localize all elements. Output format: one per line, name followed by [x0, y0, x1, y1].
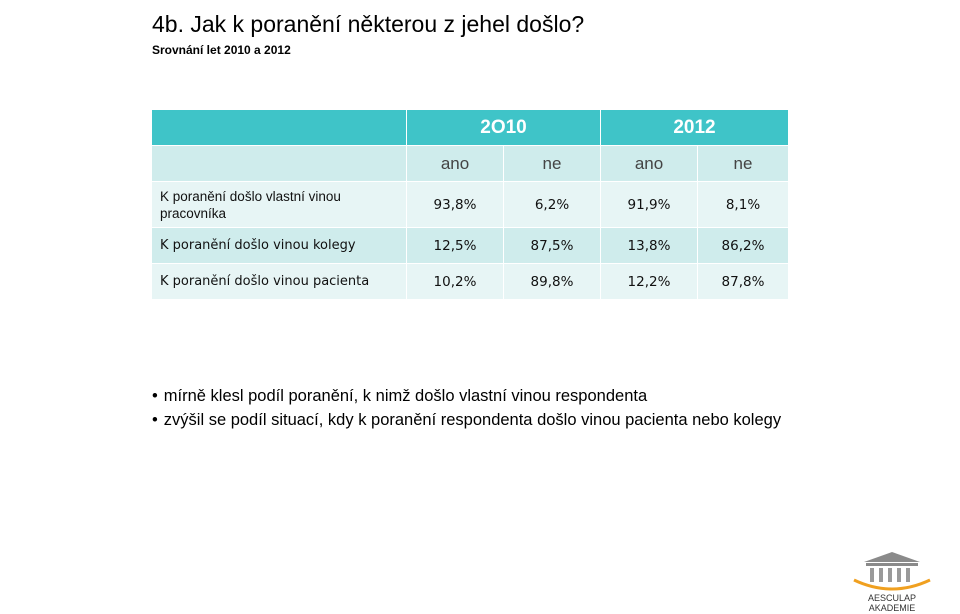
bullet-item: zvýšil se podíl situací, kdy k poranění … — [152, 408, 781, 432]
aesculap-logo-icon — [853, 552, 931, 591]
subheader-empty-cell — [151, 145, 407, 182]
cell-value: 93,8% — [406, 181, 504, 228]
cell-value: 91,9% — [600, 181, 698, 228]
cell-value: 13,8% — [600, 227, 698, 264]
subheader-2012-yes: ano — [600, 145, 698, 182]
row-label-own-fault: K poranění došlo vlastní vinou pracovník… — [151, 181, 407, 228]
logo-text-line1: AESCULAP — [867, 593, 917, 603]
cell-value: 6,2% — [503, 181, 601, 228]
table-row: K poranění došlo vinou pacienta 10,2% 89… — [151, 263, 789, 300]
cell-value: 10,2% — [406, 263, 504, 300]
cell-value: 86,2% — [697, 227, 789, 264]
page-subtitle: Srovnání let 2010 a 2012 — [152, 43, 291, 57]
row-label-patient-fault: K poranění došlo vinou pacienta — [151, 263, 407, 300]
cell-value: 12,5% — [406, 227, 504, 264]
table-row: K poranění došlo vlastní vinou pracovník… — [151, 181, 789, 228]
page-title: 4b. Jak k poranění některou z jehel došl… — [152, 11, 585, 37]
cell-value: 87,8% — [697, 263, 789, 300]
year-header-2010: 2O10 — [406, 109, 601, 146]
bullet-item: mírně klesl podíl poranění, k nimž došlo… — [152, 384, 781, 408]
cell-value: 12,2% — [600, 263, 698, 300]
row-label-colleague-fault: K poranění došlo vinou kolegy — [151, 227, 407, 264]
logo-text-line2: AKADEMIE — [868, 603, 916, 613]
cell-value: 8,1% — [697, 181, 789, 228]
subheader-2012-no: ne — [697, 145, 789, 182]
conclusion-bullets: mírně klesl podíl poranění, k nimž došlo… — [152, 384, 781, 432]
year-header-2012: 2012 — [600, 109, 789, 146]
header-empty-cell — [151, 109, 407, 146]
subheader-2010-no: ne — [503, 145, 601, 182]
cell-value: 87,5% — [503, 227, 601, 264]
comparison-table: 2O10 2012 ano ne ano ne K poranění došlo… — [151, 109, 789, 300]
table-row: K poranění došlo vinou kolegy 12,5% 87,5… — [151, 227, 789, 264]
subheader-2010-yes: ano — [406, 145, 504, 182]
cell-value: 89,8% — [503, 263, 601, 300]
